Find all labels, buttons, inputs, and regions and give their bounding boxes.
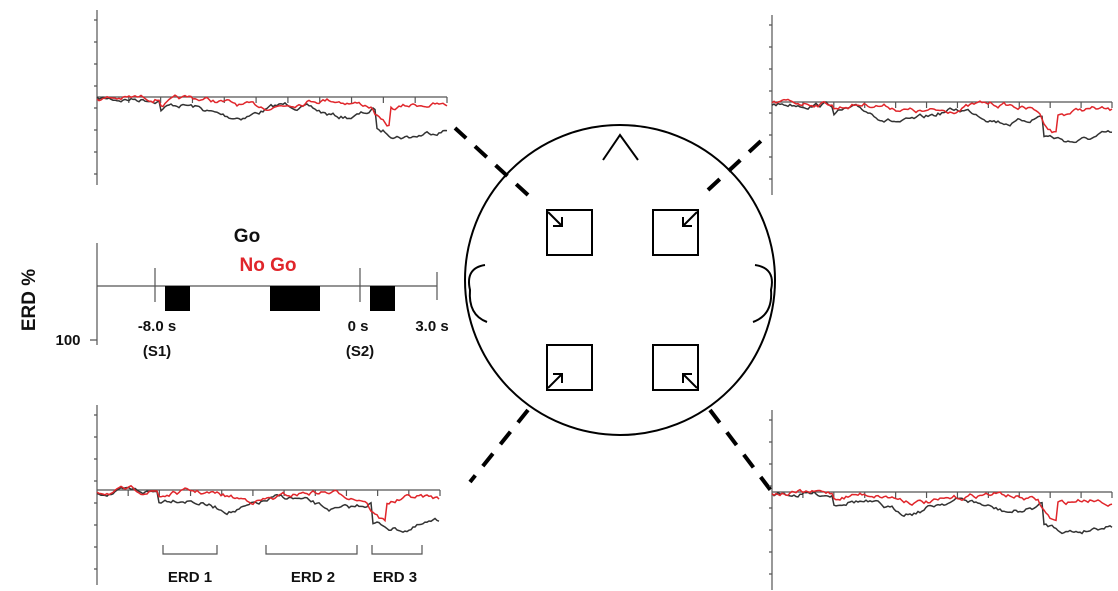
erd-trace: [97, 97, 447, 139]
window-label: ERD 2: [291, 569, 335, 586]
s1-time: -8.0 s: [138, 318, 176, 335]
panel-axes: [769, 15, 1112, 195]
panel-axes: [94, 10, 447, 185]
s1-label: (S1): [143, 343, 171, 360]
s2-label: (S2): [346, 343, 374, 360]
figure: Go No Go -8.0 s (S1) 0 s (S2) 3.0 s 100 …: [0, 0, 1118, 591]
erd-trace: [97, 95, 447, 126]
head: [455, 125, 775, 492]
window-label: ERD 3: [373, 569, 417, 586]
window-label: ERD 1: [168, 569, 212, 586]
y-axis-label: ERD %: [19, 269, 40, 331]
panel-axes: [94, 405, 440, 585]
erd-trace: [772, 102, 1112, 142]
erd-trace: [97, 488, 439, 533]
panel-axes: [769, 410, 1112, 590]
erd-trace: [772, 490, 1112, 521]
end-time: 3.0 s: [415, 318, 448, 335]
y-tick-label: 100: [55, 332, 80, 349]
s2-time: 0 s: [348, 318, 369, 335]
legend-no-go: No Go: [240, 255, 297, 276]
legend-go: Go: [234, 226, 260, 247]
window-brackets: [163, 545, 422, 554]
